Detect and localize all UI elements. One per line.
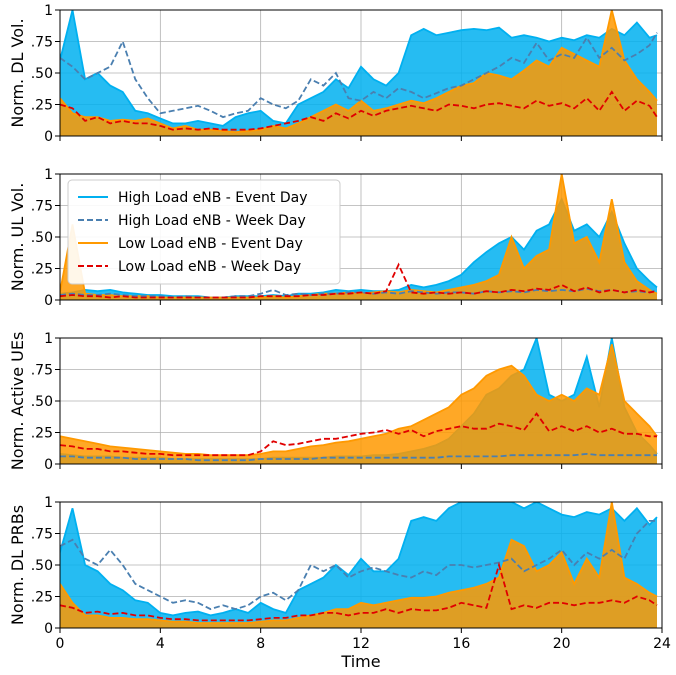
y-tick-label: .50 bbox=[31, 66, 53, 82]
y-tick-label: .75 bbox=[31, 527, 53, 543]
y-tick-label: .50 bbox=[31, 394, 53, 410]
y-tick-label: .25 bbox=[31, 262, 53, 278]
line-low-week bbox=[60, 561, 658, 622]
area-low-event bbox=[60, 502, 657, 628]
line-high-week bbox=[60, 287, 658, 299]
x-tick-label: 4 bbox=[156, 636, 165, 652]
legend-box bbox=[67, 179, 341, 285]
y-axis-title: Norm. DL PRBs bbox=[8, 505, 27, 625]
line-low-event bbox=[60, 10, 658, 134]
legend: High Load eNB - Event Day High Load eNB -… bbox=[67, 179, 341, 285]
y-tick-label: .50 bbox=[31, 230, 53, 246]
legend-label: Low Load eNB - Event Day bbox=[118, 236, 303, 252]
x-tick-label: 16 bbox=[452, 636, 470, 652]
line-high-week bbox=[60, 32, 658, 119]
panel-3: 0 .25 .50 .75 1 Norm. Active UEs bbox=[8, 331, 663, 473]
panel-4: 0 .25 .50 .75 1 0 4 8 12 16 20 24 Norm. DL PRBs bbox=[8, 495, 671, 652]
y-tick-label: 1 bbox=[44, 3, 53, 19]
x-tick-label: 24 bbox=[653, 636, 671, 652]
y-tick-label: 0 bbox=[44, 293, 53, 309]
y-tick-label: 0 bbox=[44, 129, 53, 145]
x-tick-label: 20 bbox=[553, 636, 571, 652]
x-tick-label: 0 bbox=[56, 636, 65, 652]
plot-area bbox=[60, 502, 658, 628]
legend-label: High Load eNB - Event Day bbox=[118, 190, 308, 206]
y-tick-label: .25 bbox=[31, 426, 53, 442]
line-low-event bbox=[60, 344, 658, 457]
plot-area bbox=[60, 174, 658, 300]
legend-label: Low Load eNB - Week Day bbox=[118, 259, 301, 275]
y-tick-label: .75 bbox=[31, 199, 53, 215]
y-tick-label: .25 bbox=[31, 590, 53, 606]
line-low-week bbox=[60, 90, 658, 131]
line-high-event bbox=[60, 502, 658, 617]
panel-2: 0 .25 .50 .75 1 Norm. UL Vol. High Load eNB - … bbox=[8, 167, 663, 309]
area-low-event bbox=[60, 344, 657, 464]
plot-area bbox=[60, 338, 658, 464]
y-axis-title: Norm. Active UEs bbox=[8, 332, 27, 471]
x-tick-label: 12 bbox=[352, 636, 370, 652]
line-high-event bbox=[60, 10, 658, 127]
line-low-week bbox=[60, 262, 658, 299]
x-axis-title: Time bbox=[340, 652, 380, 671]
y-tick-label: 0 bbox=[44, 621, 53, 637]
y-tick-label: 1 bbox=[44, 495, 53, 511]
y-tick-label: .75 bbox=[31, 35, 53, 51]
y-tick-label: .25 bbox=[31, 98, 53, 114]
plot-area bbox=[60, 10, 658, 136]
y-tick-label: 0 bbox=[44, 457, 53, 473]
y-tick-label: .50 bbox=[31, 558, 53, 574]
y-tick-label: .75 bbox=[31, 363, 53, 379]
y-tick-label: 1 bbox=[44, 331, 53, 347]
line-high-week bbox=[60, 520, 657, 611]
line-low-event bbox=[60, 502, 658, 624]
line-low-week bbox=[60, 412, 657, 457]
line-high-week bbox=[60, 452, 657, 462]
legend-label: High Load eNB - Week Day bbox=[118, 213, 306, 229]
x-tick-label: 8 bbox=[256, 636, 265, 652]
y-axis-title: Norm. UL Vol. bbox=[8, 183, 27, 292]
area-low-event bbox=[60, 174, 657, 300]
y-axis-title: Norm. DL Vol. bbox=[8, 18, 27, 127]
panel-1: 0 .25 .50 .75 1 Norm. DL Vol. bbox=[8, 3, 663, 145]
y-tick-label: 1 bbox=[44, 167, 53, 183]
